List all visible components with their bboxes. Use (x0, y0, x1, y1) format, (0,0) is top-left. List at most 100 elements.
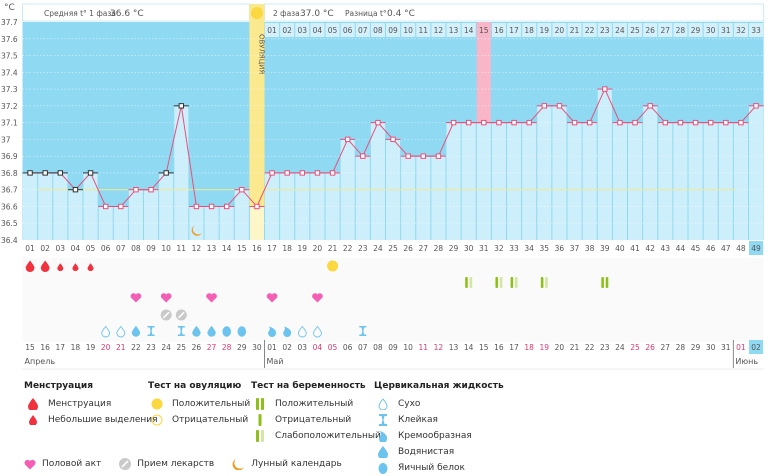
legend-item-pregnancy-positive: Положительный (251, 396, 381, 412)
temperature-point (496, 119, 502, 126)
phase2-day-number: 25 (630, 26, 640, 35)
phase2-day-number: 11 (419, 26, 429, 35)
heart-icon (206, 293, 217, 303)
ovulation-column (249, 4, 265, 207)
calendar-date-label: 12 (434, 343, 444, 352)
legend-item-spotting: Небольшие выделения (24, 412, 158, 428)
phase2-day-cell (643, 23, 658, 37)
temperature-bar (597, 89, 612, 240)
phase2-day-cell (355, 23, 370, 37)
phase2-day-number: 28 (676, 26, 686, 35)
phase2-day-cell (658, 23, 673, 37)
legend-label: Клейкая (398, 415, 438, 425)
spotting-drop-icon (72, 263, 79, 272)
legend-title: Тест на беременность (251, 381, 366, 391)
temp-diff-label: Разница t° (345, 9, 387, 18)
temperature-bar (703, 122, 718, 240)
phase2-day-cell (582, 23, 597, 37)
phase2-day-cell (718, 23, 733, 37)
blood-drop-icon (24, 398, 42, 410)
phase2-day-number: 26 (645, 26, 655, 35)
phase2-day-number: 14 (464, 26, 474, 35)
calendar-date-label: 05 (328, 343, 338, 352)
phase2-day-number: 30 (706, 26, 716, 35)
temperature-bar (567, 122, 582, 240)
calendar-date-label: 13 (449, 343, 459, 352)
y-tick-label: 37.1 (1, 119, 18, 128)
calendar-date-label: 26 (645, 343, 655, 352)
legend-label: Сухо (398, 399, 421, 409)
phase2-day-cell (673, 23, 688, 37)
moon-icon (232, 458, 245, 470)
pregnancy-test-weak-line (514, 277, 518, 288)
y-unit-label: °C (4, 3, 15, 13)
sun-outline-icon (148, 414, 166, 426)
phase2-day-cell (522, 23, 537, 37)
watery-drop-icon (374, 446, 392, 458)
spotting-drop-icon (57, 263, 64, 272)
phase2-day-number: 18 (524, 26, 534, 35)
legend-item-watery: Водянистая (374, 444, 504, 460)
cycle-day-label: 38 (585, 244, 595, 253)
temperature-bar (431, 156, 446, 240)
cycle-day-label: 36 (555, 244, 565, 253)
legend-item-menstruation: Менструация (24, 396, 158, 412)
phase2-day-cell (476, 23, 491, 37)
calendar-date-label: 28 (676, 343, 686, 352)
cycle-day-label: 19 (298, 244, 308, 253)
legend-label: Слабоположительный (275, 431, 381, 441)
today-date-cell (749, 340, 764, 354)
cycle-day-label: 21 (328, 244, 338, 253)
temperature-point (254, 203, 260, 210)
phase2-day-number: 19 (540, 26, 550, 35)
phase2-day-cell (295, 23, 310, 37)
phase2-day-cell (628, 23, 643, 37)
calendar-date-label: 29 (691, 343, 701, 352)
temperature-bar (507, 122, 522, 240)
cycle-day-label: 30 (464, 244, 474, 253)
cycle-day-label: 18 (282, 244, 292, 253)
month-label: Май (267, 357, 284, 366)
phase2-day-cell (431, 23, 446, 37)
sun-filled-icon (148, 398, 166, 410)
temperature-bar (733, 122, 748, 240)
eggwhite-icon (222, 326, 231, 337)
phase2-day-number: 31 (721, 26, 731, 35)
temperature-bar (355, 156, 370, 240)
temperature-point (465, 119, 472, 126)
highlighted-day-column (476, 22, 491, 123)
cycle-day-label: 40 (615, 244, 625, 253)
phase2-day-number: 04 (313, 26, 323, 35)
temperature-point (178, 103, 185, 109)
calendar-date-label: 11 (419, 343, 429, 352)
legend-label: Прием лекарств (137, 459, 215, 469)
cycle-day-label: 29 (449, 244, 459, 253)
y-tick-label: 37.7 (1, 18, 18, 27)
calendar-date-label: 23 (146, 343, 156, 352)
phase2-day-number: 03 (298, 26, 308, 35)
legend-label: Небольшие выделения (48, 415, 158, 425)
y-tick-label: 36.9 (1, 152, 18, 161)
calendar-date-label: 28 (222, 343, 232, 352)
temperature-point (647, 103, 653, 109)
pregnancy-test-weak-line (469, 277, 473, 288)
temperature-bar (718, 122, 733, 240)
legend-item-dry: Сухо (374, 396, 504, 412)
temperature-bar (491, 122, 506, 240)
cycle-day-label: 23 (358, 244, 368, 253)
temperature-bar (476, 122, 491, 240)
cycle-day-label: 47 (721, 244, 731, 253)
calendar-date-label: 07 (358, 343, 368, 352)
ovulation-label: ОВУЛЯЦИЯ (257, 34, 265, 74)
calendar-date-label: 08 (373, 343, 383, 352)
calendar-date-label: 23 (600, 343, 610, 352)
temperature-bar (401, 156, 416, 240)
temperature-point (571, 119, 578, 126)
calendar-date-label: 01 (736, 343, 746, 352)
temperature-point (148, 186, 154, 193)
calendar-date-label: 18 (524, 343, 534, 352)
temperature-point (511, 119, 517, 126)
pill-icon (119, 458, 132, 470)
phase2-day-number: 32 (736, 26, 746, 35)
cycle-day-label: 16 (252, 244, 262, 253)
